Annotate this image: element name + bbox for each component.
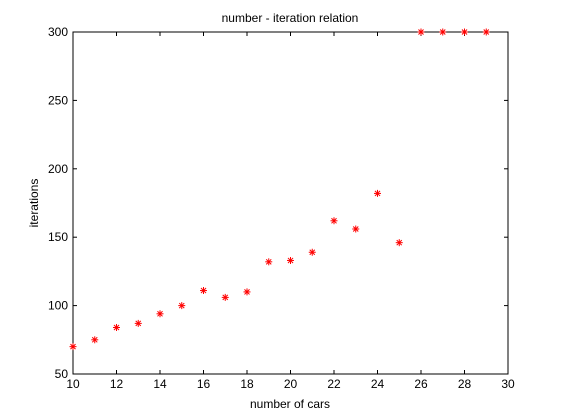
- y-tick-label-1: 100: [48, 299, 68, 313]
- y-tick-label-3: 200: [48, 162, 68, 176]
- data-points: [69, 28, 490, 351]
- data-point-15: [395, 239, 403, 247]
- data-point-17: [439, 28, 447, 36]
- x-tick-label-4: 18: [240, 377, 254, 391]
- x-tick-label-2: 14: [153, 377, 167, 391]
- data-point-13: [352, 225, 360, 233]
- data-point-19: [482, 28, 490, 36]
- x-tick-label-8: 26: [414, 377, 428, 391]
- data-point-11: [308, 248, 316, 256]
- y-tick-label-2: 150: [48, 230, 68, 244]
- x-tick-label-0: 10: [66, 377, 80, 391]
- data-point-5: [178, 302, 186, 310]
- data-point-6: [200, 287, 207, 295]
- x-tick-label-6: 22: [327, 377, 341, 391]
- y-tick-label-0: 50: [55, 367, 69, 381]
- data-point-8: [243, 288, 251, 296]
- data-point-7: [221, 293, 229, 301]
- data-point-0: [69, 343, 77, 351]
- data-point-4: [156, 310, 164, 318]
- x-tick-label-10: 30: [501, 377, 515, 391]
- data-point-9: [265, 258, 273, 266]
- x-tick-label-5: 20: [284, 377, 298, 391]
- chart-title: number - iteration relation: [222, 11, 359, 25]
- data-point-16: [417, 28, 425, 36]
- x-axis-label: number of cars: [250, 397, 330, 411]
- plot-area: [72, 31, 509, 375]
- axis-ticks: 10 12 14 16 18 20 22 24 26 28 30 50 100 150 200 250 300: [48, 25, 515, 391]
- y-tick-label-4: 250: [48, 93, 68, 107]
- x-tick-label-1: 12: [110, 377, 124, 391]
- data-point-3: [134, 319, 142, 327]
- data-point-12: [330, 217, 338, 225]
- data-point-18: [461, 28, 468, 36]
- x-tick-label-7: 24: [371, 377, 385, 391]
- data-point-10: [287, 256, 294, 264]
- data-point-14: [374, 189, 381, 197]
- y-tick-label-5: 300: [48, 25, 68, 39]
- y-axis-label: iterations: [27, 179, 41, 228]
- x-tick-label-9: 28: [458, 377, 472, 391]
- data-point-1: [91, 336, 99, 344]
- data-point-2: [113, 323, 120, 331]
- x-tick-label-3: 16: [197, 377, 211, 391]
